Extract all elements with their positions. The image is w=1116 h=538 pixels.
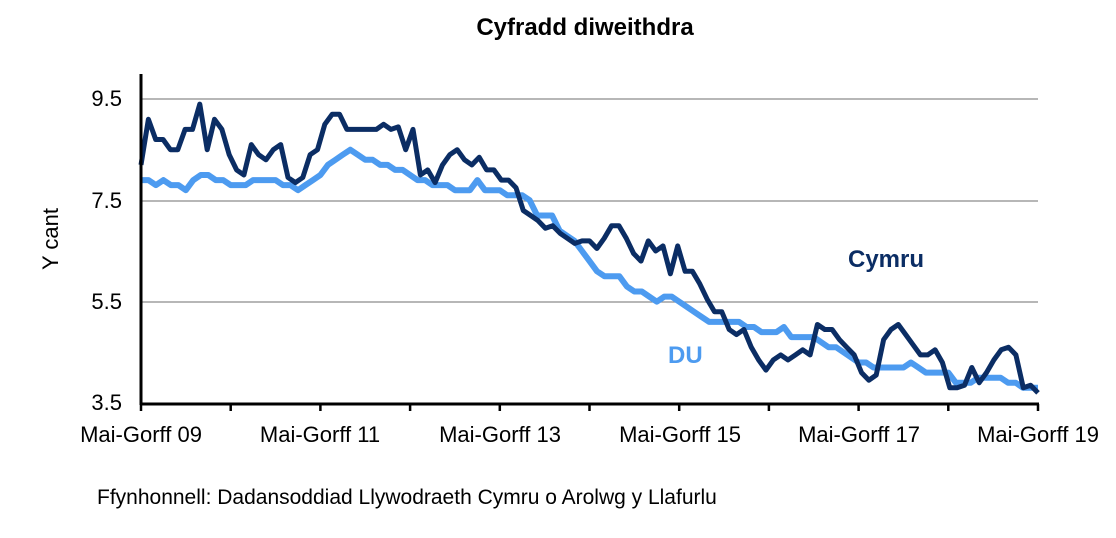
x-tick-label: Mai-Gorff 15	[619, 422, 741, 447]
x-tick-label: Mai-Gorff 19	[977, 422, 1099, 447]
source-note: Ffynhonnell: Dadansoddiad Llywodraeth Cy…	[97, 486, 717, 509]
series-line-du	[141, 146, 1038, 391]
y-tick-label: 3.5	[91, 390, 122, 415]
series-label-du: DU	[668, 342, 703, 369]
y-tick-label: 9.5	[91, 86, 122, 111]
chart-title: Cyfradd diweithdra	[476, 14, 694, 41]
series-label-cymru: Cymru	[848, 246, 925, 273]
x-tick-label: Mai-Gorff 13	[439, 422, 561, 447]
gridlines	[141, 98, 1038, 303]
x-axis-ticks	[139, 404, 1040, 411]
x-tick-label: Mai-Gorff 17	[798, 422, 920, 447]
y-tick-label: 5.5	[91, 289, 122, 314]
x-tick-label: Mai-Gorff 09	[80, 422, 202, 447]
series-line-cymru	[138, 101, 1040, 395]
y-tick-label: 7.5	[91, 188, 122, 213]
x-tick-label: Mai-Gorff 11	[259, 422, 381, 447]
